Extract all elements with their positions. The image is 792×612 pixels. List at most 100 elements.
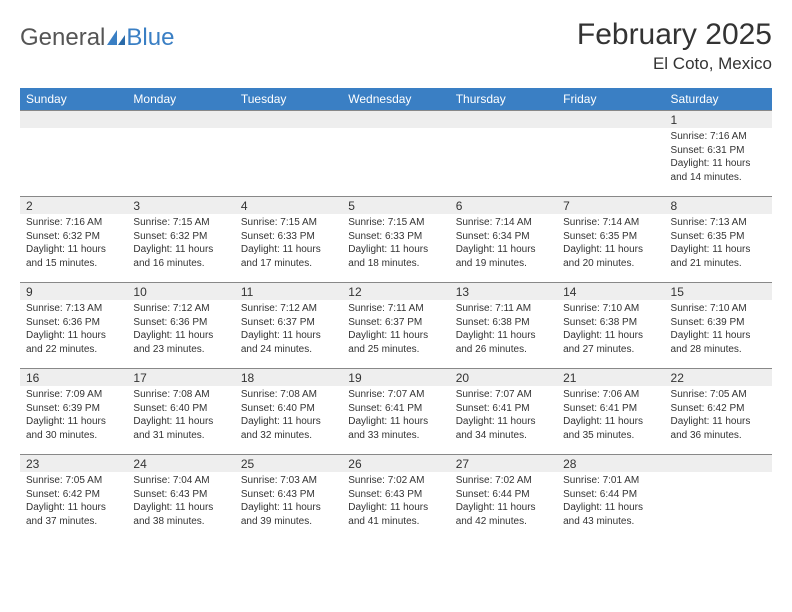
day-details: Sunrise: 7:11 AMSunset: 6:37 PMDaylight:… (342, 300, 449, 360)
day-number: 18 (235, 369, 342, 386)
day-details: Sunrise: 7:05 AMSunset: 6:42 PMDaylight:… (665, 386, 772, 446)
day-details: Sunrise: 7:05 AMSunset: 6:42 PMDaylight:… (20, 472, 127, 532)
day-number: 24 (127, 455, 234, 472)
weekday-header: Wednesday (342, 88, 449, 111)
day-details: Sunrise: 7:02 AMSunset: 6:43 PMDaylight:… (342, 472, 449, 532)
day-number: 23 (20, 455, 127, 472)
day-number: 17 (127, 369, 234, 386)
day-details: Sunrise: 7:16 AMSunset: 6:31 PMDaylight:… (665, 128, 772, 188)
sail-icon (107, 30, 125, 46)
calendar-cell (450, 111, 557, 197)
day-number: 20 (450, 369, 557, 386)
brand-part2: Blue (126, 24, 174, 52)
day-details: Sunrise: 7:04 AMSunset: 6:43 PMDaylight:… (127, 472, 234, 532)
calendar-cell (342, 111, 449, 197)
day-details: Sunrise: 7:13 AMSunset: 6:36 PMDaylight:… (20, 300, 127, 360)
calendar-table: SundayMondayTuesdayWednesdayThursdayFrid… (20, 88, 772, 541)
day-number: 9 (20, 283, 127, 300)
calendar-cell: 7Sunrise: 7:14 AMSunset: 6:35 PMDaylight… (557, 197, 664, 283)
day-details: Sunrise: 7:08 AMSunset: 6:40 PMDaylight:… (235, 386, 342, 446)
calendar-row: 16Sunrise: 7:09 AMSunset: 6:39 PMDayligh… (20, 369, 772, 455)
day-number: 13 (450, 283, 557, 300)
calendar-cell: 19Sunrise: 7:07 AMSunset: 6:41 PMDayligh… (342, 369, 449, 455)
day-number (20, 111, 127, 128)
calendar-cell: 14Sunrise: 7:10 AMSunset: 6:38 PMDayligh… (557, 283, 664, 369)
day-number: 5 (342, 197, 449, 214)
calendar-cell: 24Sunrise: 7:04 AMSunset: 6:43 PMDayligh… (127, 455, 234, 541)
day-details: Sunrise: 7:16 AMSunset: 6:32 PMDaylight:… (20, 214, 127, 274)
calendar-cell (665, 455, 772, 541)
day-details: Sunrise: 7:15 AMSunset: 6:33 PMDaylight:… (342, 214, 449, 274)
brand-logo: General Blue (20, 18, 174, 52)
calendar-row: 9Sunrise: 7:13 AMSunset: 6:36 PMDaylight… (20, 283, 772, 369)
weekday-header: Tuesday (235, 88, 342, 111)
day-details: Sunrise: 7:10 AMSunset: 6:39 PMDaylight:… (665, 300, 772, 360)
day-details: Sunrise: 7:07 AMSunset: 6:41 PMDaylight:… (450, 386, 557, 446)
weekday-header: Monday (127, 88, 234, 111)
calendar-cell: 26Sunrise: 7:02 AMSunset: 6:43 PMDayligh… (342, 455, 449, 541)
calendar-cell (557, 111, 664, 197)
calendar-cell: 2Sunrise: 7:16 AMSunset: 6:32 PMDaylight… (20, 197, 127, 283)
day-details: Sunrise: 7:13 AMSunset: 6:35 PMDaylight:… (665, 214, 772, 274)
day-number: 27 (450, 455, 557, 472)
calendar-cell: 25Sunrise: 7:03 AMSunset: 6:43 PMDayligh… (235, 455, 342, 541)
calendar-cell: 10Sunrise: 7:12 AMSunset: 6:36 PMDayligh… (127, 283, 234, 369)
day-number (665, 455, 772, 472)
location: El Coto, Mexico (577, 54, 772, 74)
day-number: 12 (342, 283, 449, 300)
day-details: Sunrise: 7:12 AMSunset: 6:36 PMDaylight:… (127, 300, 234, 360)
day-details: Sunrise: 7:07 AMSunset: 6:41 PMDaylight:… (342, 386, 449, 446)
calendar-cell: 9Sunrise: 7:13 AMSunset: 6:36 PMDaylight… (20, 283, 127, 369)
calendar-cell (235, 111, 342, 197)
calendar-cell: 22Sunrise: 7:05 AMSunset: 6:42 PMDayligh… (665, 369, 772, 455)
calendar-cell: 17Sunrise: 7:08 AMSunset: 6:40 PMDayligh… (127, 369, 234, 455)
weekday-header: Sunday (20, 88, 127, 111)
weekday-header: Friday (557, 88, 664, 111)
day-number: 22 (665, 369, 772, 386)
calendar-cell: 18Sunrise: 7:08 AMSunset: 6:40 PMDayligh… (235, 369, 342, 455)
calendar-cell: 4Sunrise: 7:15 AMSunset: 6:33 PMDaylight… (235, 197, 342, 283)
header: General Blue February 2025 El Coto, Mexi… (20, 18, 772, 74)
day-number: 4 (235, 197, 342, 214)
day-number: 14 (557, 283, 664, 300)
day-details: Sunrise: 7:14 AMSunset: 6:35 PMDaylight:… (557, 214, 664, 274)
calendar-cell: 12Sunrise: 7:11 AMSunset: 6:37 PMDayligh… (342, 283, 449, 369)
day-number: 28 (557, 455, 664, 472)
calendar-cell: 3Sunrise: 7:15 AMSunset: 6:32 PMDaylight… (127, 197, 234, 283)
calendar-cell: 20Sunrise: 7:07 AMSunset: 6:41 PMDayligh… (450, 369, 557, 455)
day-details: Sunrise: 7:11 AMSunset: 6:38 PMDaylight:… (450, 300, 557, 360)
day-number (235, 111, 342, 128)
day-number: 6 (450, 197, 557, 214)
day-number (450, 111, 557, 128)
weekday-header: Saturday (665, 88, 772, 111)
calendar-cell: 6Sunrise: 7:14 AMSunset: 6:34 PMDaylight… (450, 197, 557, 283)
calendar-cell: 16Sunrise: 7:09 AMSunset: 6:39 PMDayligh… (20, 369, 127, 455)
calendar-cell: 8Sunrise: 7:13 AMSunset: 6:35 PMDaylight… (665, 197, 772, 283)
calendar-cell: 13Sunrise: 7:11 AMSunset: 6:38 PMDayligh… (450, 283, 557, 369)
day-number: 25 (235, 455, 342, 472)
day-number: 16 (20, 369, 127, 386)
weekday-header: Thursday (450, 88, 557, 111)
calendar-cell: 27Sunrise: 7:02 AMSunset: 6:44 PMDayligh… (450, 455, 557, 541)
day-details: Sunrise: 7:06 AMSunset: 6:41 PMDaylight:… (557, 386, 664, 446)
day-details: Sunrise: 7:15 AMSunset: 6:32 PMDaylight:… (127, 214, 234, 274)
month-title: February 2025 (577, 18, 772, 52)
calendar-cell (20, 111, 127, 197)
day-number: 15 (665, 283, 772, 300)
calendar-body: 1Sunrise: 7:16 AMSunset: 6:31 PMDaylight… (20, 111, 772, 541)
calendar-row: 1Sunrise: 7:16 AMSunset: 6:31 PMDaylight… (20, 111, 772, 197)
title-block: February 2025 El Coto, Mexico (577, 18, 772, 74)
weekday-header-row: SundayMondayTuesdayWednesdayThursdayFrid… (20, 88, 772, 111)
calendar-cell: 21Sunrise: 7:06 AMSunset: 6:41 PMDayligh… (557, 369, 664, 455)
day-number: 11 (235, 283, 342, 300)
day-details: Sunrise: 7:14 AMSunset: 6:34 PMDaylight:… (450, 214, 557, 274)
day-details: Sunrise: 7:12 AMSunset: 6:37 PMDaylight:… (235, 300, 342, 360)
brand-part1: General (20, 24, 105, 52)
day-details: Sunrise: 7:03 AMSunset: 6:43 PMDaylight:… (235, 472, 342, 532)
calendar-cell: 15Sunrise: 7:10 AMSunset: 6:39 PMDayligh… (665, 283, 772, 369)
calendar-cell: 11Sunrise: 7:12 AMSunset: 6:37 PMDayligh… (235, 283, 342, 369)
calendar-row: 23Sunrise: 7:05 AMSunset: 6:42 PMDayligh… (20, 455, 772, 541)
day-number: 2 (20, 197, 127, 214)
day-number: 10 (127, 283, 234, 300)
calendar-cell: 23Sunrise: 7:05 AMSunset: 6:42 PMDayligh… (20, 455, 127, 541)
